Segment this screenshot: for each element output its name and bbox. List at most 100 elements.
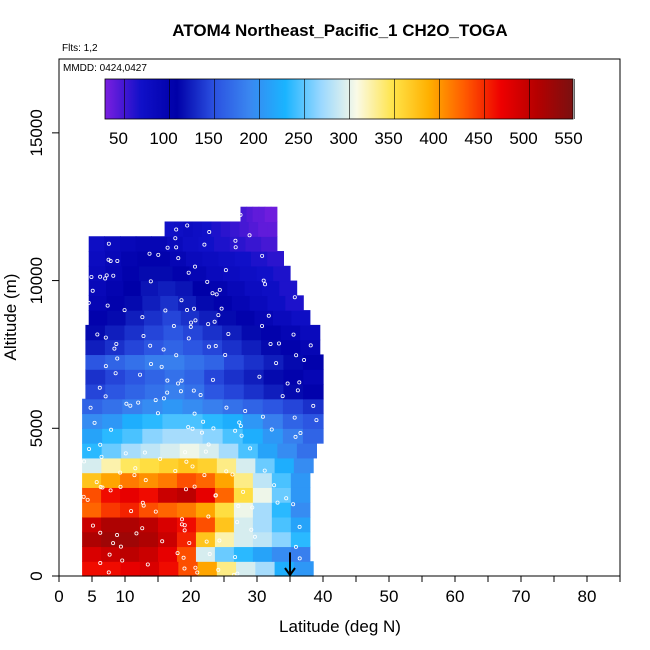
sample-point xyxy=(192,411,197,416)
sample-point xyxy=(134,531,139,536)
sample-point xyxy=(293,434,298,439)
heatmap-cell xyxy=(239,221,250,237)
sample-point xyxy=(248,446,253,451)
heatmap-cell xyxy=(238,443,259,459)
sample-point xyxy=(85,497,90,502)
heatmap-cell xyxy=(244,280,263,296)
heatmap-cell xyxy=(261,339,282,356)
heatmap-cell xyxy=(214,236,231,252)
sample-point xyxy=(159,364,164,369)
heatmap-cell xyxy=(270,206,278,223)
heatmap-cell xyxy=(122,413,143,429)
x-axis-label: Latitude (deg N) xyxy=(279,617,401,636)
heatmap-cell xyxy=(169,251,187,267)
heatmap-cell xyxy=(202,398,224,415)
sample-point xyxy=(230,472,235,477)
heatmap-cell xyxy=(197,457,218,474)
sample-point xyxy=(198,393,203,398)
sample-point xyxy=(98,561,103,566)
heatmap-cell xyxy=(293,457,314,474)
sample-point xyxy=(174,353,179,358)
heatmap-cell xyxy=(199,443,220,459)
sample-point xyxy=(94,480,99,485)
heatmap-cell xyxy=(124,295,143,311)
heatmap-cell xyxy=(162,398,184,415)
x-tick-label: 40 xyxy=(314,587,333,606)
heatmap-cell xyxy=(222,339,243,356)
sample-point xyxy=(241,489,246,494)
heatmap-cell xyxy=(155,265,174,282)
heatmap-cell xyxy=(120,472,140,488)
sample-point xyxy=(224,405,229,410)
heatmap-cell xyxy=(262,428,284,444)
heatmap-cell xyxy=(233,472,254,488)
heatmap-cell xyxy=(290,487,311,503)
plot-frame xyxy=(58,58,621,577)
y-tick-label: 0 xyxy=(27,571,46,580)
heatmap-cell xyxy=(303,383,324,400)
sample-point xyxy=(182,566,187,571)
heatmap-cell xyxy=(143,310,163,326)
sample-point xyxy=(112,346,117,351)
heatmap-cell xyxy=(105,369,126,385)
y-axis-label: Altitude (m) xyxy=(1,274,20,361)
heatmap-cell xyxy=(236,561,256,577)
heatmap-cell xyxy=(227,280,246,296)
sample-point xyxy=(236,504,241,509)
heatmap-cell xyxy=(254,310,274,326)
heatmap-cell xyxy=(151,236,168,252)
heatmap-cell xyxy=(121,443,142,459)
sample-point xyxy=(145,562,150,567)
sample-point xyxy=(113,371,118,376)
heatmap-cell xyxy=(101,457,122,474)
sample-point xyxy=(180,517,185,522)
sample-point xyxy=(103,276,108,281)
sample-point xyxy=(291,502,296,507)
sample-point xyxy=(274,361,279,366)
sample-point xyxy=(160,539,165,544)
heatmap-cell xyxy=(85,354,106,370)
heatmap-cell xyxy=(163,339,184,356)
heatmap-cell xyxy=(282,413,304,429)
sample-point xyxy=(206,442,211,447)
heatmap-cell xyxy=(183,339,204,356)
x-tick-label: 70 xyxy=(512,587,531,606)
sample-point xyxy=(158,456,163,461)
heatmap-cell xyxy=(144,354,166,370)
heatmap-cell xyxy=(224,383,245,400)
heatmap-cell xyxy=(101,443,122,459)
heatmap-cell xyxy=(258,206,266,223)
sample-point xyxy=(161,347,166,352)
sample-point xyxy=(213,344,218,349)
sample-point xyxy=(109,427,114,432)
heatmap-cell xyxy=(183,324,204,341)
heatmap-cell xyxy=(271,516,292,533)
colorbar-tick-label: 550 xyxy=(554,129,582,148)
heatmap-cell xyxy=(122,428,143,444)
heatmap-cell xyxy=(105,265,123,282)
sample-point xyxy=(107,552,112,557)
heatmap-cell xyxy=(195,472,216,488)
sample-point xyxy=(124,401,129,406)
heatmap-cell xyxy=(142,295,161,311)
heatmap-cell xyxy=(202,339,223,356)
sample-point xyxy=(260,253,265,258)
colorbar-tick-label: 500 xyxy=(509,129,537,148)
heatmap-cell xyxy=(176,472,197,488)
sample-point xyxy=(186,270,191,275)
sample-point xyxy=(106,241,111,246)
colorbar-tick-label: 50 xyxy=(109,129,128,148)
heatmap-cell xyxy=(82,546,102,562)
heatmap-cell xyxy=(140,443,161,459)
sample-point xyxy=(211,426,216,431)
heatmap-cell xyxy=(204,369,225,385)
sample-point xyxy=(204,539,209,544)
sample-point xyxy=(153,509,158,514)
sample-point xyxy=(118,544,123,549)
sample-point xyxy=(122,308,127,313)
heatmap-cell xyxy=(82,487,102,503)
sample-point xyxy=(189,320,194,325)
sample-point xyxy=(118,484,123,489)
heatmap-cell xyxy=(180,310,200,326)
